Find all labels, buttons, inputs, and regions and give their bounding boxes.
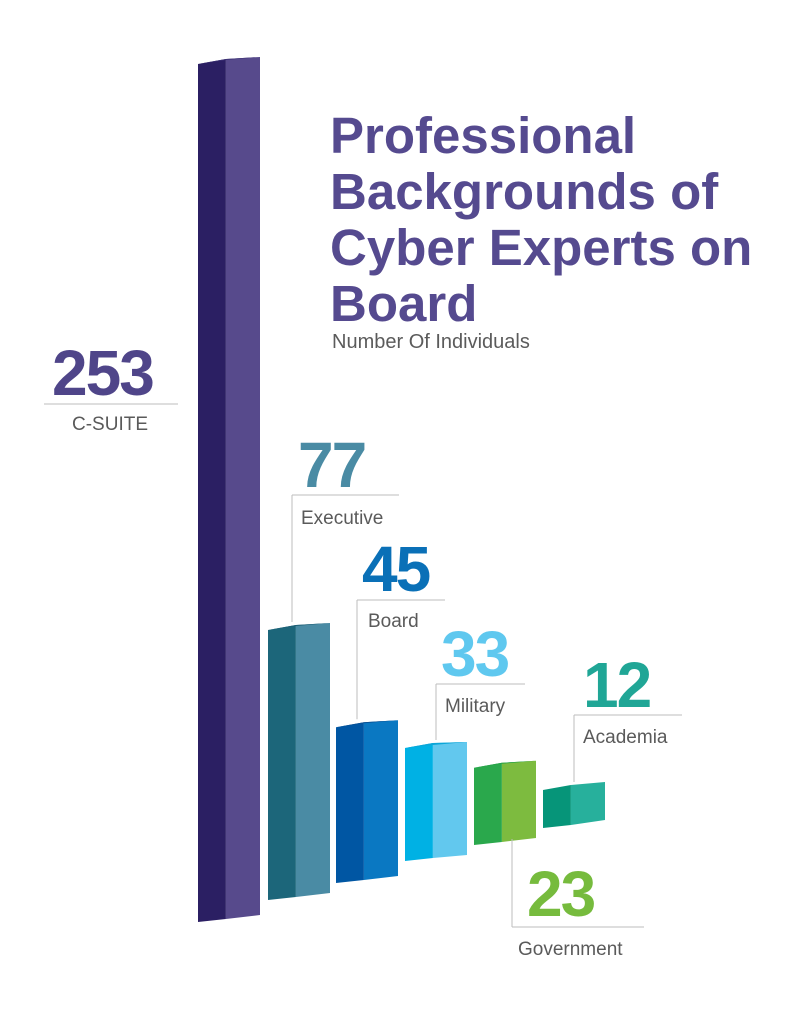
bar-front-military (405, 743, 433, 861)
category-label-executive: Executive (301, 508, 383, 529)
category-label-c-suite: C-SUITE (72, 414, 148, 435)
category-label-government: Government (518, 939, 623, 960)
category-label-board: Board (368, 611, 419, 632)
bar-side-military (432, 742, 467, 858)
bar-side-board (363, 720, 398, 880)
bar-front-c-suite (198, 59, 226, 922)
bar-side-academia (570, 782, 605, 825)
bar-front-academia (543, 785, 571, 828)
bar-front-board (336, 722, 364, 883)
value-label-government: 23 (527, 858, 595, 930)
category-label-academia: Academia (583, 727, 668, 748)
chart-subtitle: Number Of Individuals (332, 331, 530, 353)
value-label-academia: 12 (583, 649, 651, 721)
bar-side-government (501, 760, 536, 842)
bar-side-c-suite (225, 57, 260, 919)
value-label-board: 45 (362, 533, 430, 605)
bar-top-military (405, 742, 467, 749)
value-label-military: 33 (441, 618, 509, 690)
value-label-c-suite: 253 (52, 337, 153, 409)
bar-front-government (474, 762, 502, 845)
chart-title: Professional Backgrounds of Cyber Expert… (330, 107, 753, 332)
value-label-executive: 77 (298, 429, 365, 501)
bar-side-executive (295, 623, 330, 897)
bar-front-executive (268, 625, 296, 900)
category-label-military: Military (445, 696, 506, 717)
